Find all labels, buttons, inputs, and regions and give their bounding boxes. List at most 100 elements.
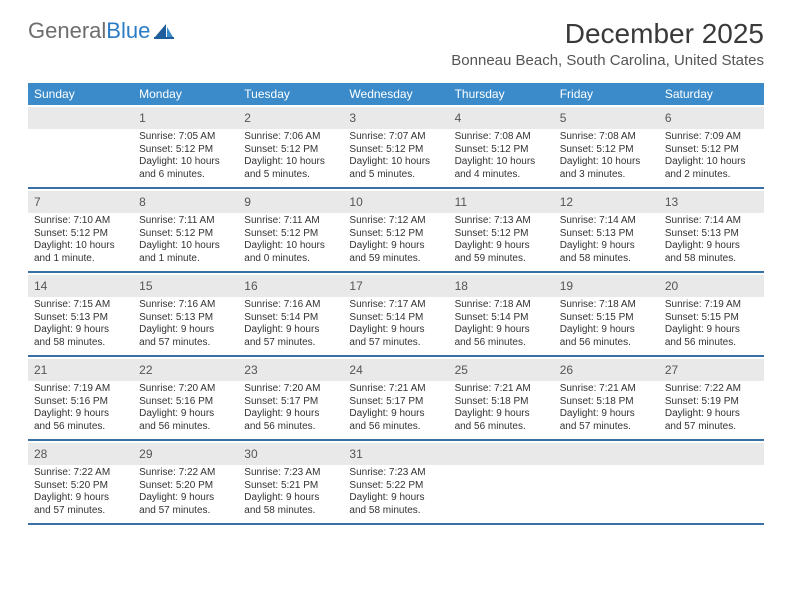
sunset-text: Sunset: 5:12 PM [139, 228, 232, 241]
sunset-text: Sunset: 5:13 PM [34, 312, 127, 325]
day-header-cell: Saturday [659, 83, 764, 105]
daylight-text-2: and 57 minutes. [34, 505, 127, 518]
day-header-cell: Sunday [28, 83, 133, 105]
sunrise-text: Sunrise: 7:20 AM [139, 383, 232, 396]
day-number-bar: 4 [449, 107, 554, 129]
daylight-text-1: Daylight: 9 hours [665, 240, 758, 253]
sail-icon [153, 22, 175, 40]
day-number: 14 [34, 277, 127, 295]
day-number: 28 [34, 445, 127, 463]
calendar-cell: 13Sunrise: 7:14 AMSunset: 5:13 PMDayligh… [659, 189, 764, 271]
logo-text-general: General [28, 18, 106, 43]
daylight-text-1: Daylight: 9 hours [244, 492, 337, 505]
day-number: 3 [349, 109, 442, 127]
sunrise-text: Sunrise: 7:20 AM [244, 383, 337, 396]
day-number-bar [659, 443, 764, 465]
day-header-row: SundayMondayTuesdayWednesdayThursdayFrid… [28, 83, 764, 105]
calendar-cell [28, 105, 133, 187]
daylight-text-2: and 1 minute. [139, 253, 232, 266]
day-number-bar [554, 443, 659, 465]
sunrise-text: Sunrise: 7:17 AM [349, 299, 442, 312]
day-number-bar: 14 [28, 275, 133, 297]
day-number: 26 [560, 361, 653, 379]
sunrise-text: Sunrise: 7:08 AM [455, 131, 548, 144]
daylight-text-2: and 6 minutes. [139, 169, 232, 182]
daylight-text-1: Daylight: 9 hours [560, 408, 653, 421]
day-number: 27 [665, 361, 758, 379]
calendar-cell: 3Sunrise: 7:07 AMSunset: 5:12 PMDaylight… [343, 105, 448, 187]
daylight-text-2: and 57 minutes. [139, 505, 232, 518]
day-number: 17 [349, 277, 442, 295]
sunrise-text: Sunrise: 7:21 AM [349, 383, 442, 396]
day-number-bar: 2 [238, 107, 343, 129]
calendar-cell: 12Sunrise: 7:14 AMSunset: 5:13 PMDayligh… [554, 189, 659, 271]
sunrise-text: Sunrise: 7:22 AM [139, 467, 232, 480]
day-number-bar: 5 [554, 107, 659, 129]
sunset-text: Sunset: 5:17 PM [349, 396, 442, 409]
daylight-text-1: Daylight: 9 hours [34, 492, 127, 505]
day-header-cell: Thursday [449, 83, 554, 105]
sunset-text: Sunset: 5:16 PM [34, 396, 127, 409]
sunrise-text: Sunrise: 7:13 AM [455, 215, 548, 228]
daylight-text-2: and 5 minutes. [349, 169, 442, 182]
daylight-text-2: and 57 minutes. [349, 337, 442, 350]
daylight-text-2: and 57 minutes. [665, 421, 758, 434]
day-number-bar: 7 [28, 191, 133, 213]
calendar-cell: 28Sunrise: 7:22 AMSunset: 5:20 PMDayligh… [28, 441, 133, 523]
sunset-text: Sunset: 5:20 PM [139, 480, 232, 493]
calendar-cell: 15Sunrise: 7:16 AMSunset: 5:13 PMDayligh… [133, 273, 238, 355]
sunrise-text: Sunrise: 7:22 AM [34, 467, 127, 480]
daylight-text-1: Daylight: 10 hours [665, 156, 758, 169]
daylight-text-1: Daylight: 9 hours [349, 240, 442, 253]
sunset-text: Sunset: 5:18 PM [560, 396, 653, 409]
daylight-text-1: Daylight: 9 hours [34, 324, 127, 337]
daylight-text-1: Daylight: 10 hours [560, 156, 653, 169]
daylight-text-1: Daylight: 9 hours [349, 408, 442, 421]
sunset-text: Sunset: 5:16 PM [139, 396, 232, 409]
calendar-cell [659, 441, 764, 523]
daylight-text-2: and 56 minutes. [665, 337, 758, 350]
daylight-text-2: and 56 minutes. [349, 421, 442, 434]
day-number-bar: 21 [28, 359, 133, 381]
calendar-cell: 31Sunrise: 7:23 AMSunset: 5:22 PMDayligh… [343, 441, 448, 523]
week-row: 21Sunrise: 7:19 AMSunset: 5:16 PMDayligh… [28, 357, 764, 441]
sunset-text: Sunset: 5:14 PM [244, 312, 337, 325]
calendar-cell: 1Sunrise: 7:05 AMSunset: 5:12 PMDaylight… [133, 105, 238, 187]
calendar-cell: 10Sunrise: 7:12 AMSunset: 5:12 PMDayligh… [343, 189, 448, 271]
sunset-text: Sunset: 5:12 PM [560, 144, 653, 157]
daylight-text-1: Daylight: 10 hours [244, 240, 337, 253]
daylight-text-1: Daylight: 9 hours [665, 324, 758, 337]
sunset-text: Sunset: 5:12 PM [349, 144, 442, 157]
daylight-text-2: and 58 minutes. [34, 337, 127, 350]
day-number: 4 [455, 109, 548, 127]
calendar-cell: 21Sunrise: 7:19 AMSunset: 5:16 PMDayligh… [28, 357, 133, 439]
sunset-text: Sunset: 5:12 PM [349, 228, 442, 241]
day-number-bar: 25 [449, 359, 554, 381]
daylight-text-2: and 5 minutes. [244, 169, 337, 182]
daylight-text-2: and 56 minutes. [560, 337, 653, 350]
day-number-bar: 24 [343, 359, 448, 381]
sunset-text: Sunset: 5:12 PM [455, 228, 548, 241]
day-number: 19 [560, 277, 653, 295]
daylight-text-1: Daylight: 9 hours [560, 324, 653, 337]
daylight-text-1: Daylight: 9 hours [349, 324, 442, 337]
sunrise-text: Sunrise: 7:09 AM [665, 131, 758, 144]
day-number-bar: 15 [133, 275, 238, 297]
day-number-bar: 23 [238, 359, 343, 381]
calendar-cell: 29Sunrise: 7:22 AMSunset: 5:20 PMDayligh… [133, 441, 238, 523]
day-number: 29 [139, 445, 232, 463]
sunset-text: Sunset: 5:12 PM [34, 228, 127, 241]
sunset-text: Sunset: 5:14 PM [349, 312, 442, 325]
sunrise-text: Sunrise: 7:11 AM [244, 215, 337, 228]
sunset-text: Sunset: 5:19 PM [665, 396, 758, 409]
sunset-text: Sunset: 5:12 PM [455, 144, 548, 157]
day-number-bar: 22 [133, 359, 238, 381]
daylight-text-1: Daylight: 9 hours [455, 240, 548, 253]
day-number-bar [449, 443, 554, 465]
daylight-text-1: Daylight: 9 hours [244, 408, 337, 421]
daylight-text-2: and 57 minutes. [560, 421, 653, 434]
sunrise-text: Sunrise: 7:10 AM [34, 215, 127, 228]
daylight-text-1: Daylight: 10 hours [349, 156, 442, 169]
daylight-text-2: and 57 minutes. [244, 337, 337, 350]
daylight-text-2: and 56 minutes. [244, 421, 337, 434]
